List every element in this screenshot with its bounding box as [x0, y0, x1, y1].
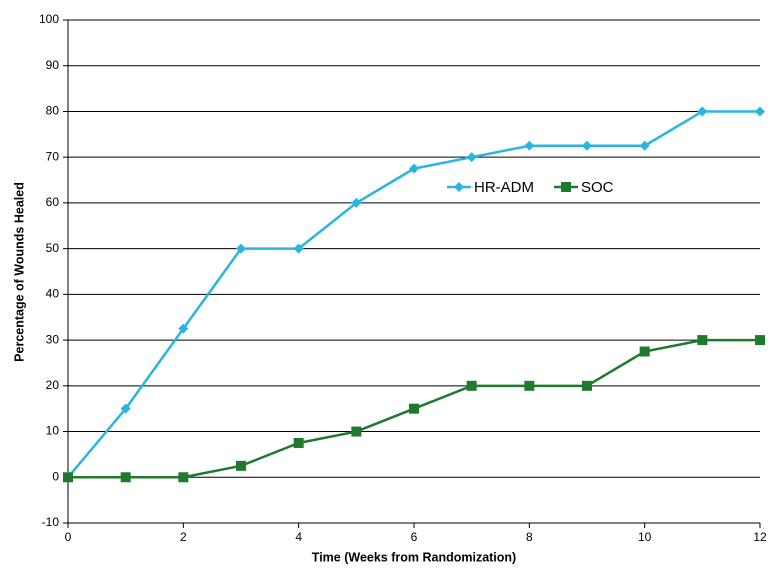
- x-tick-label: 12: [753, 530, 767, 544]
- marker: [466, 152, 477, 163]
- marker: [582, 140, 592, 151]
- marker: [236, 243, 246, 254]
- x-tick-label: 4: [295, 530, 302, 544]
- y-tick-label: 90: [46, 58, 60, 72]
- marker: [466, 380, 477, 391]
- marker: [236, 460, 246, 471]
- marker: [409, 403, 419, 414]
- x-tick-label: 8: [526, 530, 533, 544]
- marker: [351, 426, 362, 437]
- y-tick-label: 50: [46, 241, 60, 255]
- y-tick-label: 40: [46, 287, 60, 301]
- legend-label: SOC: [581, 179, 614, 196]
- x-tick-label: 6: [411, 530, 418, 544]
- x-axis-title: Time (Weeks from Randomization): [312, 550, 516, 564]
- marker: [524, 140, 535, 151]
- marker: [120, 403, 131, 414]
- marker: [561, 182, 571, 192]
- marker: [697, 106, 708, 117]
- x-tick-label: 2: [180, 530, 187, 544]
- marker: [755, 106, 765, 117]
- marker: [524, 380, 535, 391]
- y-tick-label: 60: [46, 195, 60, 209]
- marker: [293, 243, 304, 254]
- legend-label: HR-ADM: [474, 179, 534, 196]
- marker: [755, 335, 765, 346]
- marker: [178, 323, 189, 334]
- y-tick-label: 20: [46, 378, 60, 392]
- marker: [697, 335, 708, 346]
- marker: [120, 472, 131, 483]
- x-tick-label: 10: [638, 530, 652, 544]
- marker: [63, 472, 73, 483]
- marker: [582, 380, 592, 391]
- y-tick-label: 70: [46, 149, 60, 163]
- marker: [454, 182, 464, 192]
- y-tick-label: 0: [52, 469, 59, 483]
- marker: [351, 197, 362, 208]
- y-axis-title: Percentage of Wounds Healed: [12, 182, 26, 362]
- y-tick-label: -10: [42, 515, 60, 529]
- marker: [409, 163, 419, 174]
- y-tick-label: 80: [46, 104, 60, 118]
- y-tick-label: 10: [46, 424, 60, 438]
- y-tick-label: 100: [39, 12, 59, 26]
- marker: [178, 472, 189, 483]
- marker: [293, 437, 304, 448]
- y-tick-label: 30: [46, 332, 60, 346]
- legend: HR-ADM SOC: [447, 179, 614, 196]
- marker: [639, 140, 650, 151]
- marker: [639, 346, 650, 357]
- x-tick-label: 0: [65, 530, 72, 544]
